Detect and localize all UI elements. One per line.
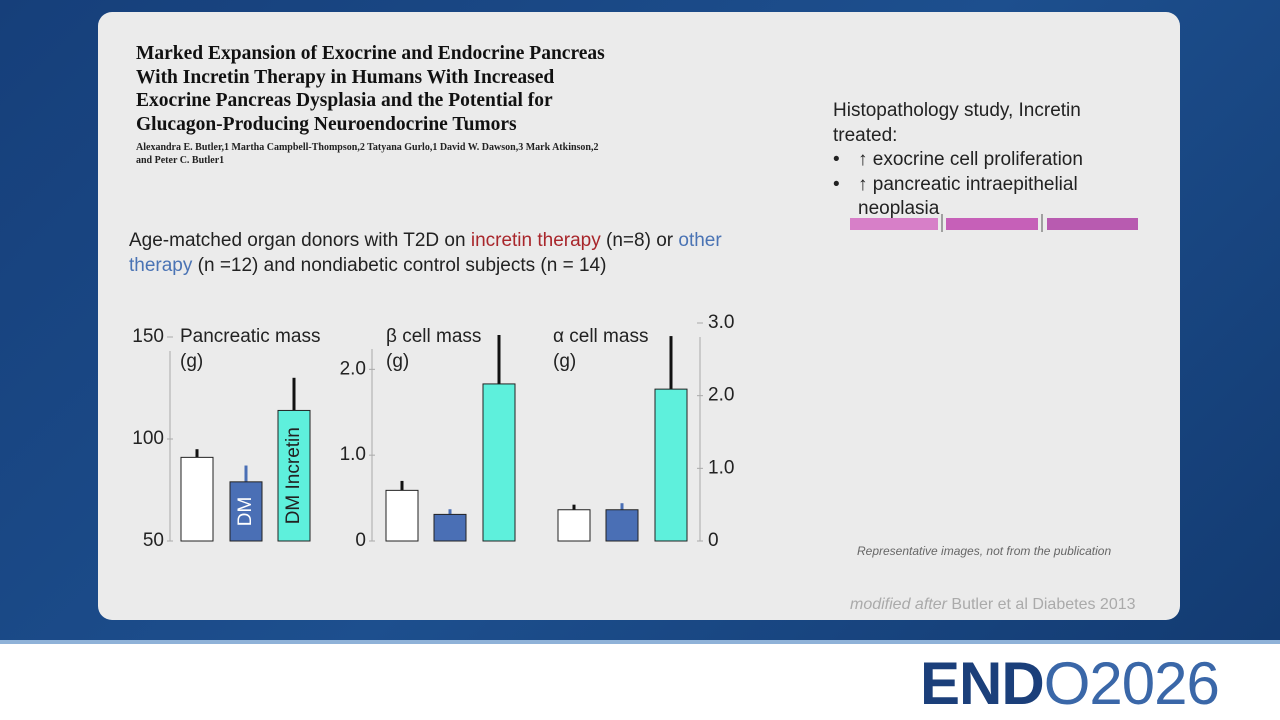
bar xyxy=(433,513,467,542)
bar-label: DM Incretin xyxy=(283,427,304,524)
bar xyxy=(385,489,419,542)
histology-image xyxy=(1047,218,1138,230)
text: Age-matched organ donors with T2D on xyxy=(129,230,471,251)
logo: ENDO2026 xyxy=(920,648,1220,720)
y-tick-label: 1.0 xyxy=(340,444,366,465)
y-tick-label: 100 xyxy=(132,428,164,449)
findings: Histopathology study, Incretin treated: … xyxy=(833,99,1133,222)
paper-title: Marked Expansion of Exocrine and Endocri… xyxy=(136,43,605,135)
chart-title: α cell mass xyxy=(553,326,648,347)
y-tick-label: 150 xyxy=(132,326,164,347)
y-tick-label: 0 xyxy=(355,530,366,551)
findings-heading: Histopathology study, Incretin treated: xyxy=(833,100,1081,146)
findings-list: ↑ exocrine cell proliferation ↑ pancreat… xyxy=(833,148,1133,222)
logo-word: END xyxy=(920,650,1045,717)
credit: modified after Butler et al Diabetes 201… xyxy=(850,596,1136,614)
chart-unit: (g) xyxy=(180,351,203,372)
bar xyxy=(277,409,311,542)
y-tick-label: 0 xyxy=(708,530,719,551)
text: (n =12) and nondiabetic control subjects… xyxy=(192,255,607,276)
footer-band xyxy=(0,640,1280,720)
bar xyxy=(654,388,688,542)
finding: ↑ exocrine cell proliferation xyxy=(833,148,1133,173)
y-tick-label: 3.0 xyxy=(708,312,734,333)
bar xyxy=(557,509,591,542)
bar xyxy=(605,509,639,542)
bar xyxy=(229,481,263,542)
bar-label: DM xyxy=(235,497,256,527)
y-tick-label: 1.0 xyxy=(708,457,734,478)
study-description: Age-matched organ donors with T2D on inc… xyxy=(129,228,769,278)
chart-title: Pancreatic mass xyxy=(180,326,320,347)
chart-unit: (g) xyxy=(386,351,409,372)
finding: ↑ pancreatic intraepithelial neoplasia xyxy=(833,173,1133,222)
histology-image xyxy=(850,218,938,230)
chart-unit: (g) xyxy=(553,351,576,372)
bar xyxy=(482,383,516,542)
y-tick-label: 2.0 xyxy=(708,385,734,406)
paper-authors: Alexandra E. Butler,1 Martha Campbell-Th… xyxy=(136,142,599,166)
y-tick-label: 2.0 xyxy=(340,358,366,379)
bar xyxy=(180,456,214,542)
histology-image xyxy=(946,218,1038,230)
logo-year: O2026 xyxy=(1043,650,1220,717)
y-tick-label: 50 xyxy=(143,530,164,551)
credit-prefix: modified after xyxy=(850,596,947,613)
text: (n=8) or xyxy=(600,230,679,251)
highlight: other therapy xyxy=(129,230,722,276)
charts: 50 100 150 Pancreatic mass (g) DM DM Incretin 0… xyxy=(132,312,734,551)
highlight: incretin therapy xyxy=(470,230,601,251)
histology-images xyxy=(850,214,1138,232)
credit-source: Butler et al Diabetes 2013 xyxy=(951,596,1136,613)
image-note: Representative images, not from the publ… xyxy=(857,544,1112,558)
chart-title: β cell mass xyxy=(386,326,481,347)
